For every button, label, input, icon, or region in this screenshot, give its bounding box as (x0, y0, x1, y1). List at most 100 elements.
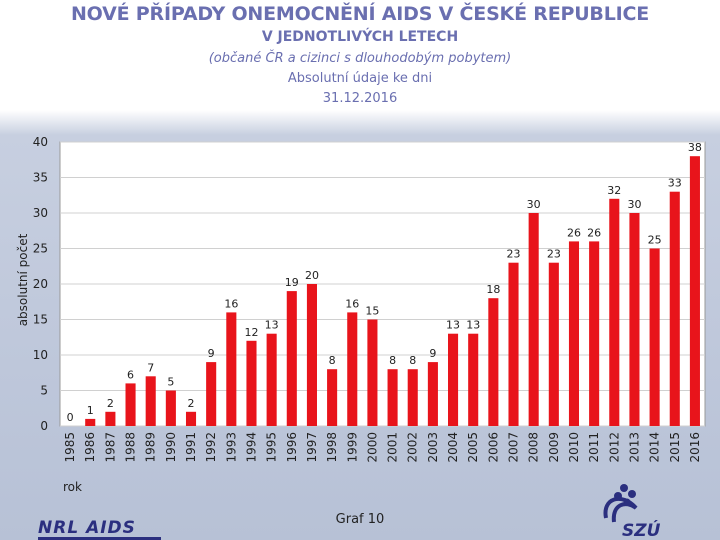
x-axis-label: rok (63, 480, 82, 494)
data-label: 26 (567, 226, 581, 239)
nrl-aids-logo: NRL AIDS (38, 518, 136, 538)
bars (85, 156, 700, 426)
bar-2013 (629, 213, 640, 426)
data-label: 20 (305, 269, 319, 282)
y-tick-label: 40 (33, 135, 48, 149)
page-subtitle: V JEDNOTLIVÝCH LETECH (261, 29, 459, 45)
y-axis-label: absolutní počet (16, 233, 30, 326)
data-label: 5 (167, 376, 174, 389)
y-ticks: 0 5 10 15 20 25 30 35 40 (33, 135, 48, 433)
data-label: 15 (365, 305, 379, 318)
data-label: 12 (244, 326, 258, 339)
data-label: 23 (547, 248, 561, 261)
x-tick-label: 2010 (567, 432, 581, 463)
bar-1993 (226, 312, 237, 426)
x-tick-label: 2016 (688, 432, 702, 463)
bar-1987 (105, 411, 116, 426)
x-tick-label: 1991 (184, 432, 198, 463)
bar-1995 (266, 333, 277, 426)
data-label: 26 (587, 226, 601, 239)
data-label: 18 (486, 283, 500, 296)
bar-1994 (246, 340, 257, 426)
bar-2002 (407, 369, 418, 426)
x-tick-label: 1997 (305, 432, 319, 463)
y-tick-label: 30 (33, 206, 48, 220)
x-tick-label: 2000 (365, 432, 379, 463)
x-tick-label: 1999 (345, 432, 359, 463)
bar-2012 (609, 198, 620, 426)
data-label: 30 (627, 198, 641, 211)
x-tick-label: 2013 (627, 432, 641, 463)
bar-1996 (286, 291, 297, 426)
x-tick-label: 2001 (386, 432, 400, 463)
x-tick-label: 1995 (265, 432, 279, 463)
population-note: (občané ČR a cizinci s dlouhodobým pobyt… (208, 51, 512, 66)
data-label: 2 (107, 397, 114, 410)
y-tick-label: 0 (40, 419, 48, 433)
x-tick-label: 2015 (668, 432, 682, 463)
x-tick-label: 1998 (325, 432, 339, 463)
data-label: 2 (188, 397, 195, 410)
data-label: 19 (285, 276, 299, 289)
x-tick-label: 1990 (164, 432, 178, 463)
x-tick-label: 2012 (607, 432, 621, 463)
bar-1997 (306, 284, 317, 426)
nrl-aids-logo-underline (38, 537, 161, 540)
x-tick-label: 2005 (466, 432, 480, 463)
page-title: NOVÉ PŘÍPADY ONEMOCNĚNÍ AIDS V ČESKÉ REP… (70, 3, 650, 25)
szu-logo-text: SZÚ (622, 519, 661, 540)
x-tick-label: 2011 (587, 432, 601, 463)
bar-1986 (85, 418, 96, 426)
bar-2015 (669, 191, 680, 426)
data-label: 23 (507, 248, 521, 261)
bar-1991 (185, 411, 197, 426)
data-label: 7 (147, 361, 154, 374)
x-tick-label: 1994 (244, 432, 258, 463)
bar-1998 (327, 369, 338, 426)
x-tick-label: 1992 (204, 432, 218, 463)
bar-2016 (689, 156, 700, 426)
data-label: 1 (87, 404, 94, 417)
data-label: 9 (429, 347, 436, 360)
x-tick-label: 2014 (648, 432, 662, 463)
bar-2008 (528, 213, 539, 426)
y-tick-label: 20 (33, 277, 48, 291)
bar-2006 (488, 298, 499, 426)
x-tick-label: 1985 (63, 432, 77, 463)
data-label: 6 (127, 368, 134, 381)
x-tick-label: 1993 (224, 432, 238, 463)
bar-2005 (468, 333, 479, 426)
y-tick-label: 10 (33, 348, 48, 362)
x-tick-label: 2006 (486, 432, 500, 463)
x-ticks: 1985 1986 1987 1988 1989 1990 1991 1992 1993 1994… (63, 432, 702, 463)
x-tick-label: 1989 (144, 432, 158, 463)
data-label: 8 (409, 354, 416, 367)
data-label: 13 (466, 319, 480, 332)
data-label: 13 (265, 319, 279, 332)
y-tick-label: 25 (33, 242, 48, 256)
bar-2001 (387, 369, 398, 426)
x-tick-label: 1987 (103, 432, 117, 463)
data-label: 8 (389, 354, 396, 367)
bar-1992 (206, 362, 217, 426)
bar-1989 (145, 376, 156, 426)
data-label: 13 (446, 319, 460, 332)
bar-2011 (589, 241, 600, 426)
szu-logo-dot-icon (628, 490, 636, 498)
szu-logo: SZÚ (603, 484, 661, 540)
x-tick-label: 2008 (527, 432, 541, 463)
data-label: 16 (345, 297, 359, 310)
x-tick-label: 1988 (124, 432, 138, 463)
bar-2000 (367, 319, 378, 426)
y-tick-label: 35 (33, 171, 48, 185)
x-tick-label: 2002 (406, 432, 420, 463)
data-label: 8 (329, 354, 336, 367)
data-label: 25 (648, 234, 662, 247)
graph-number-label: Graf 10 (335, 512, 385, 527)
reference-date: 31.12.2016 (322, 91, 398, 106)
x-tick-label: 2003 (426, 432, 440, 463)
x-tick-label: 2007 (507, 432, 521, 463)
y-tick-label: 5 (40, 384, 48, 398)
